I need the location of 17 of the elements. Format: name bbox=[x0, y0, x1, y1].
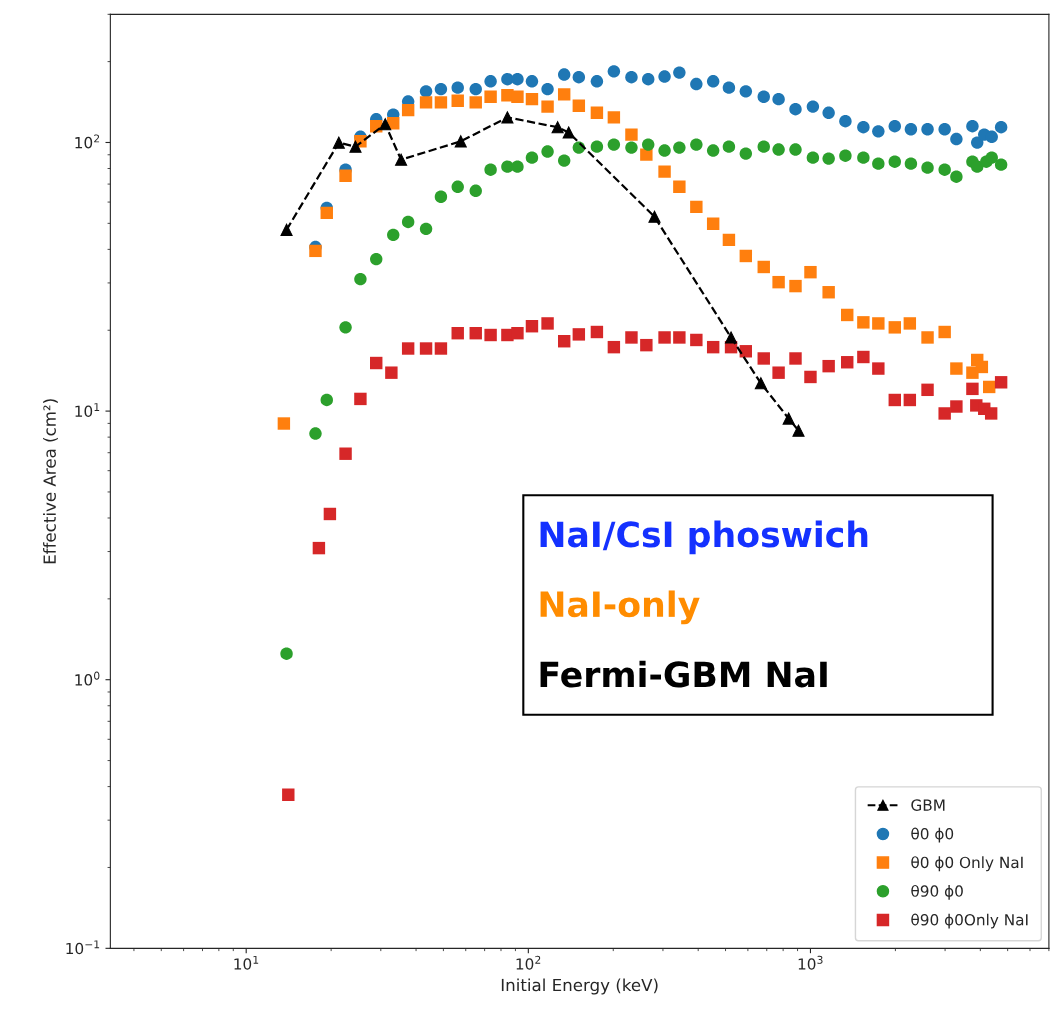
y-tick-label: 10$^{1}$ bbox=[75, 403, 100, 418]
x-tick-label: 10$^{3}$ bbox=[798, 955, 823, 970]
y-tick-label: 10$^{−1}$ bbox=[66, 940, 100, 955]
legend-label: θ90 ϕ0 bbox=[911, 884, 963, 900]
legend-label: θ90 ϕ0Only NaI bbox=[911, 913, 1028, 929]
legend-label: GBM bbox=[911, 799, 945, 811]
legend-label: θ0 ϕ0 bbox=[911, 827, 954, 843]
x-tick-label: 10$^{1}$ bbox=[234, 955, 259, 970]
x-tick-label: 10$^{2}$ bbox=[516, 955, 541, 970]
legend-label: θ0 ϕ0 Only NaI bbox=[911, 856, 1023, 872]
y-tick-label: 10$^{0}$ bbox=[75, 671, 100, 686]
annotation: Fermi-GBM NaI bbox=[540, 660, 827, 688]
annotation: NaI/CsI phoswich bbox=[540, 520, 868, 555]
annotation: NaI-only bbox=[540, 590, 700, 625]
y-axis-title: Effective Area (cm²) bbox=[43, 399, 58, 564]
x-axis-title: Initial Energy (keV) bbox=[501, 978, 658, 995]
y-tick-label: 10$^{2}$ bbox=[75, 134, 100, 149]
